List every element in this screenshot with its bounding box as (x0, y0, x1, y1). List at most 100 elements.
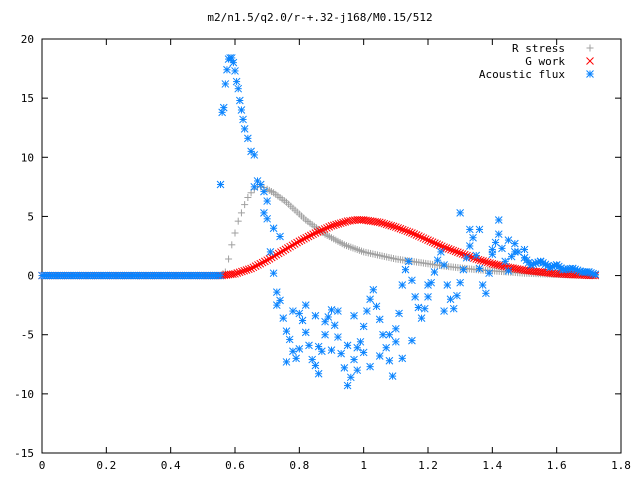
data-point (481, 257, 490, 266)
data-point (485, 269, 493, 278)
data-point (462, 253, 471, 262)
y-tick-label: -10 (14, 388, 34, 401)
data-point (282, 358, 291, 366)
x-tick-5: 1 (360, 39, 367, 472)
data-point (339, 218, 347, 227)
y-tick-label: 20 (21, 33, 34, 46)
data-point (301, 328, 310, 337)
data-point (320, 225, 329, 233)
data-point (424, 281, 432, 289)
data-point (239, 115, 247, 124)
data-point (231, 229, 239, 237)
data-point (417, 233, 425, 241)
data-point (504, 263, 513, 272)
data-point (424, 236, 432, 244)
x-tick-label: 1.2 (418, 459, 438, 472)
data-point (403, 227, 412, 236)
data-point (488, 259, 497, 268)
data-point (247, 264, 255, 273)
data-point (316, 227, 324, 235)
data-point (285, 335, 294, 344)
data-point (401, 226, 409, 235)
data-point (531, 259, 540, 268)
data-point (223, 65, 231, 74)
data-point (329, 221, 338, 230)
data-point (449, 304, 458, 313)
data-point (251, 262, 260, 270)
data-point (382, 343, 391, 352)
data-point (387, 221, 396, 230)
data-point (385, 330, 394, 339)
data-point (380, 219, 389, 228)
data-point (277, 248, 285, 256)
x-tick-label: 0.6 (225, 459, 245, 472)
data-point (227, 54, 236, 62)
data-point (504, 266, 513, 275)
data-point (453, 291, 461, 300)
data-point (440, 261, 448, 269)
data-point (256, 259, 265, 268)
data-point (366, 295, 374, 304)
legend-marker (586, 57, 594, 65)
data-point (472, 251, 481, 260)
data-point (591, 270, 600, 279)
series-acoustic-flux (38, 54, 600, 390)
data-point (269, 269, 278, 278)
data-point (375, 315, 384, 324)
legend-label: R stress (512, 42, 565, 55)
data-point (398, 354, 407, 363)
data-point (327, 346, 336, 354)
y-tick-7: 20 (21, 33, 621, 46)
data-point (295, 345, 304, 353)
data-point (516, 265, 524, 274)
x-tick-2: 0.4 (161, 39, 181, 472)
data-point (292, 354, 300, 363)
data-point (336, 219, 345, 228)
data-point (482, 289, 490, 298)
data-point (297, 236, 306, 244)
data-point (249, 263, 258, 272)
data-point (420, 304, 429, 313)
data-point (507, 252, 516, 261)
data-point (401, 265, 410, 274)
x-tick-1: 0.2 (96, 39, 116, 472)
data-point (456, 278, 465, 287)
data-point (263, 214, 272, 223)
data-point (421, 235, 430, 243)
data-point (419, 234, 428, 242)
data-point (408, 229, 416, 237)
data-point (449, 246, 458, 255)
x-tick-label: 0.8 (289, 459, 309, 472)
data-point (235, 96, 244, 105)
data-point (353, 343, 362, 352)
data-point (414, 303, 423, 312)
data-point (250, 183, 259, 191)
data-point (228, 241, 236, 249)
legend-entry-0: R stress (512, 42, 594, 55)
data-point (435, 241, 444, 250)
data-point (225, 255, 233, 263)
data-point (510, 239, 519, 248)
y-tick-6: 15 (21, 92, 621, 105)
data-point (327, 222, 336, 230)
data-point (408, 276, 416, 285)
data-point (216, 180, 225, 189)
data-point (398, 225, 407, 234)
data-point (391, 324, 400, 333)
data-point (504, 236, 513, 244)
data-point (498, 244, 506, 253)
data-point (396, 224, 405, 233)
legend-marker (586, 44, 594, 52)
data-point (475, 225, 484, 234)
data-point (301, 301, 310, 309)
x-tick-label: 1.4 (482, 459, 502, 472)
y-tick-1: -10 (14, 388, 621, 401)
data-point (237, 209, 245, 217)
data-point (283, 244, 292, 252)
data-point (385, 221, 393, 229)
data-point (388, 372, 397, 380)
data-point (260, 187, 268, 196)
data-point (414, 232, 423, 240)
data-point (265, 254, 274, 263)
data-point (306, 231, 315, 240)
